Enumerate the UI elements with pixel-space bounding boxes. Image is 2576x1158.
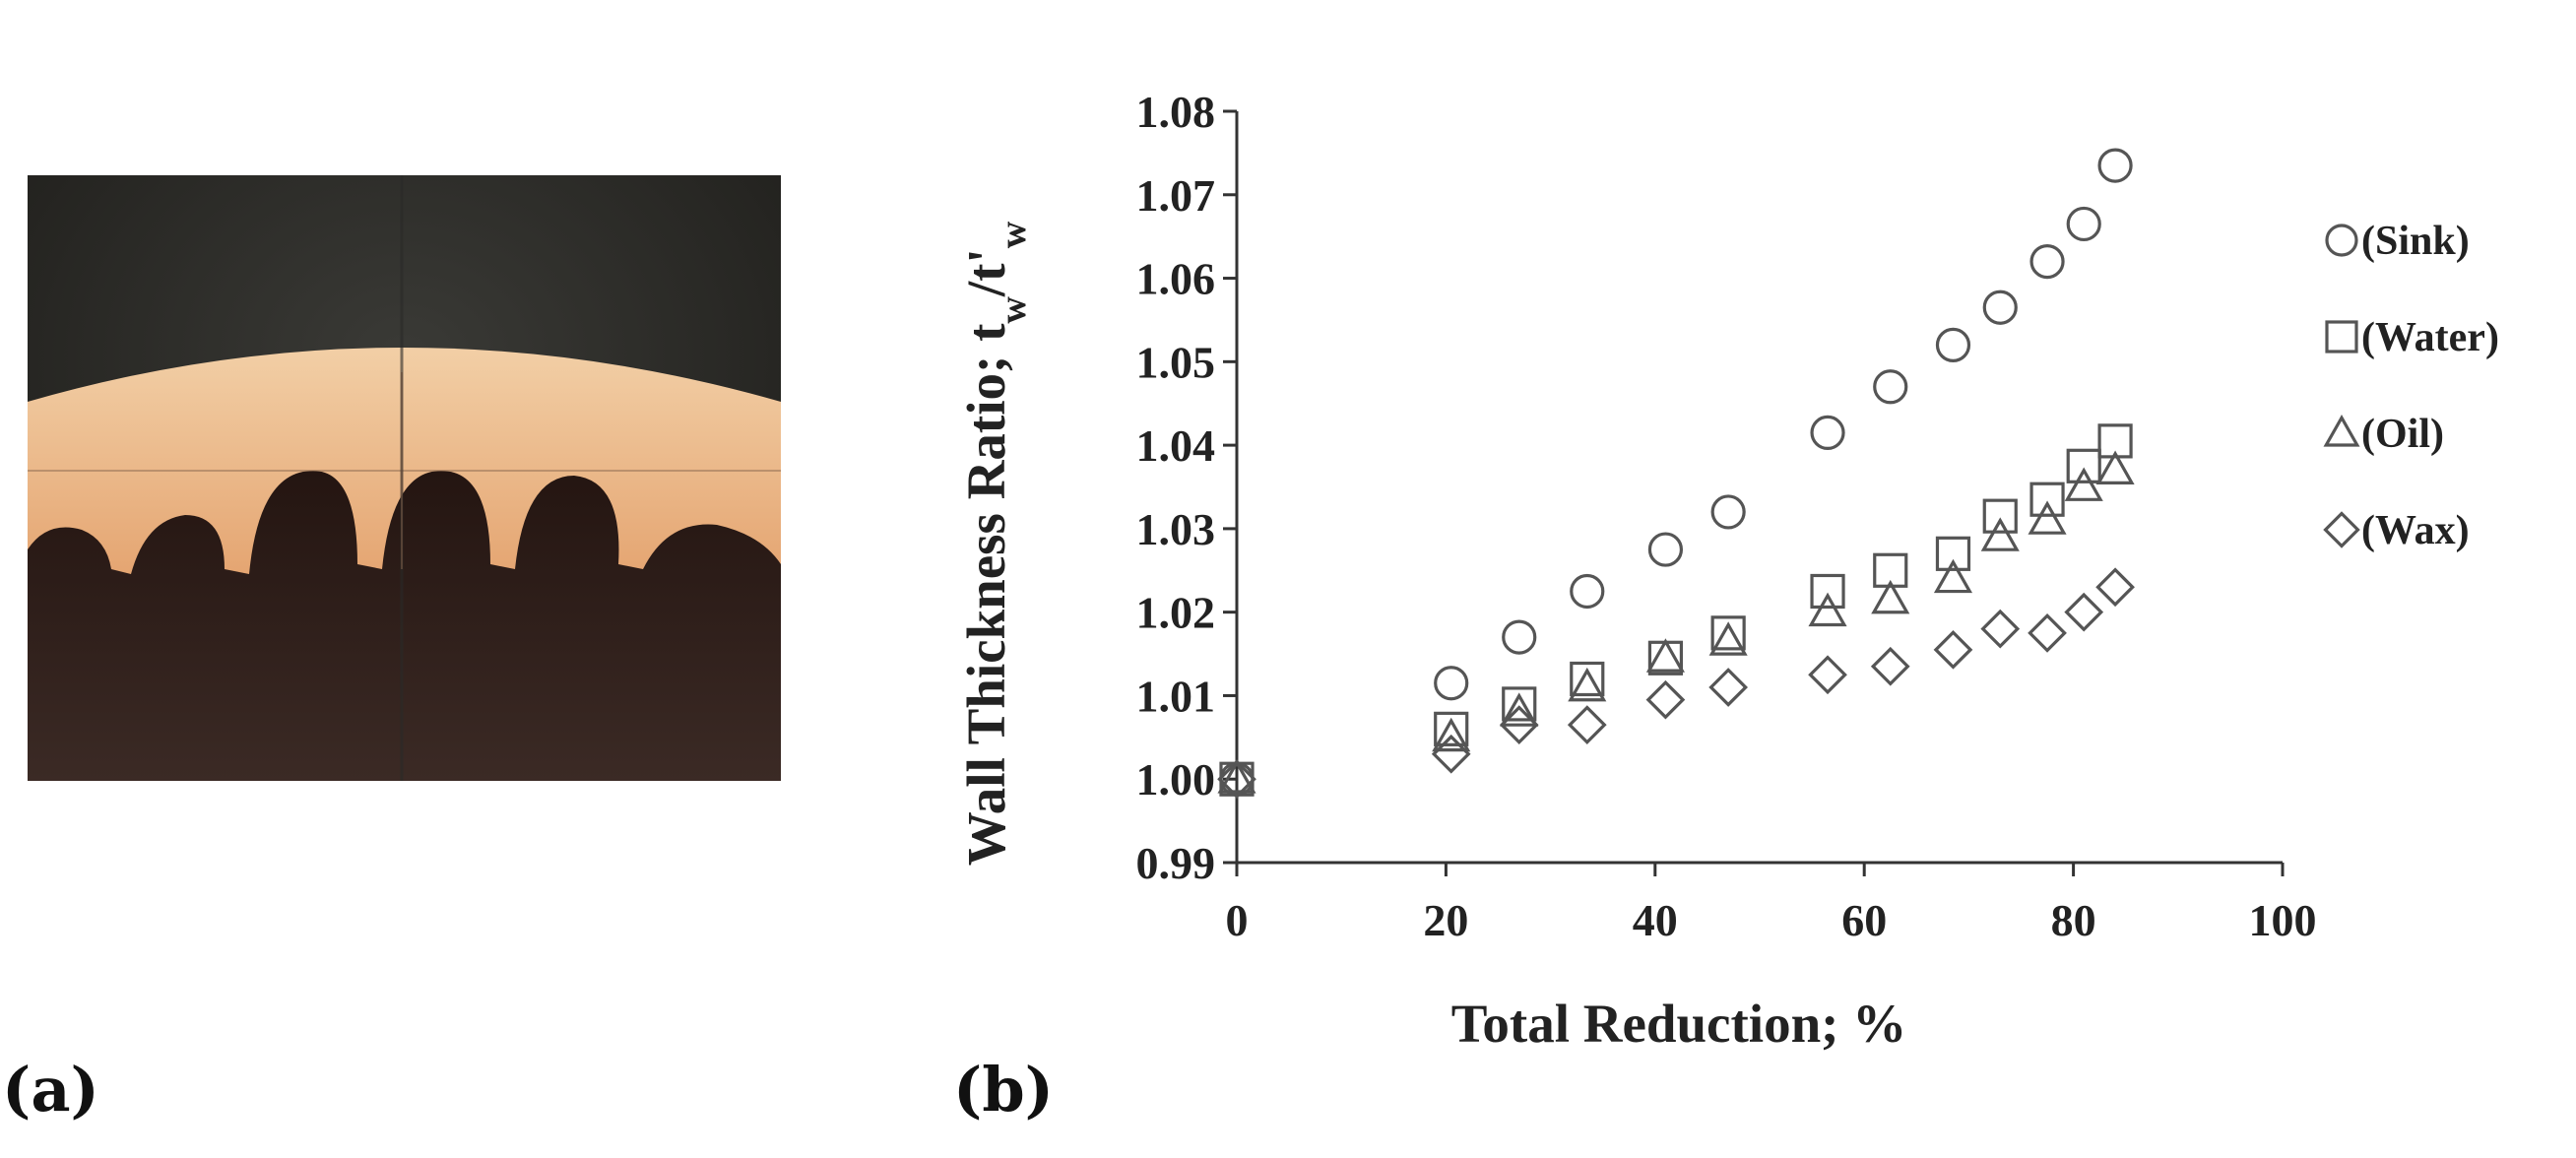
panel-b-label: (b): [953, 1054, 1055, 1126]
x-axis-title: Total Reduction; %: [1451, 994, 1906, 1054]
y-tick-label: 1.08: [1136, 87, 1216, 137]
legend-item-triangle: (Oil): [2323, 412, 2444, 457]
data-point-circle: [2097, 148, 2133, 183]
y-tick-label: 1.06: [1136, 254, 1216, 304]
chart-axes: [1235, 111, 2283, 865]
data-point-square: [1982, 498, 2018, 534]
x-tick-label: 100: [2249, 895, 2317, 945]
data-point-triangle: [1871, 579, 1910, 614]
data-point-circle: [1219, 761, 1255, 797]
x-tick-label: 20: [1423, 895, 1468, 945]
x-tick-label: 0: [1226, 895, 1249, 945]
data-point-square: [1810, 573, 1845, 610]
data-point-triangle: [1500, 692, 1539, 727]
data-point-diamond: [1431, 734, 1471, 774]
legend-item-diamond: (Wax): [2323, 508, 2470, 553]
y-axis-title-sep: /t': [956, 248, 1016, 297]
data-point-triangle: [1808, 592, 1847, 627]
data-point-diamond: [1645, 679, 1686, 720]
gear-micrograph-image: [28, 175, 781, 781]
data-point-triangle: [2028, 500, 2067, 535]
data-point-circle: [2066, 206, 2101, 242]
data-point-square: [1570, 661, 1605, 697]
y-tick-label: 1.00: [1136, 754, 1216, 804]
data-point-triangle: [1645, 638, 1685, 673]
data-point-triangle: [1933, 558, 1973, 594]
data-point-diamond: [2064, 592, 2104, 632]
y-tick-label: 1.01: [1136, 671, 1216, 721]
data-point-triangle: [1980, 517, 2020, 551]
y-tick-label: 1.03: [1136, 504, 1216, 554]
legend-item-circle: (Sink): [2325, 219, 2470, 264]
y-axis-title-main: Wall Thickness Ratio; t: [956, 323, 1016, 866]
series-diamond: [1217, 567, 2135, 800]
data-point-circle: [1873, 369, 1908, 405]
legend-label-triangle: (Oil): [2361, 412, 2444, 457]
series-square: [1219, 423, 2133, 797]
series-triangle: [1217, 450, 2135, 794]
data-point-square: [1647, 640, 1684, 676]
data-point-diamond: [1933, 629, 1973, 670]
data-point-circle: [1982, 290, 2018, 325]
chart-legend: (Sink) (Water) (Oil) (Wax): [2323, 219, 2499, 553]
data-point-square: [1710, 615, 1746, 651]
series-circle: [1219, 148, 2133, 797]
chart-ticks: 0.99 1.00 1.01 1.02 1.03 1.04 1.05 1.06 1.07 1.08…: [1136, 87, 2317, 945]
data-point-diamond: [1708, 668, 1749, 707]
y-axis-title-sub1: w: [993, 296, 1034, 324]
data-point-triangle: [2095, 450, 2135, 484]
y-tick-label: 0.99: [1136, 838, 1216, 888]
data-point-circle: [1434, 666, 1469, 701]
y-tick-label: 1.04: [1136, 420, 1216, 471]
legend-label-square: (Water): [2361, 315, 2499, 360]
data-point-diamond: [1980, 609, 2021, 649]
data-point-square: [1873, 552, 1908, 588]
data-point-circle: [1570, 573, 1605, 610]
data-point-diamond: [1808, 655, 1847, 695]
x-tick-label: 80: [2051, 895, 2096, 945]
y-tick-label: 1.05: [1136, 337, 1216, 387]
data-point-circle: [1810, 415, 1845, 450]
x-tick-label: 40: [1633, 895, 1678, 945]
y-axis-title-sub2: w: [993, 221, 1034, 248]
data-point-circle: [1710, 494, 1746, 530]
data-point-circle: [2029, 244, 2065, 280]
data-point-triangle: [1708, 621, 1748, 656]
data-point-diamond: [1870, 646, 1910, 686]
data-point-square: [2097, 423, 2133, 459]
legend-marker-circle: [2325, 224, 2358, 257]
legend-marker-triangle: [2323, 415, 2360, 447]
legend-label-diamond: (Wax): [2361, 508, 2470, 553]
data-point-triangle: [2064, 467, 2103, 501]
data-point-square: [1434, 711, 1469, 746]
chart-marks: [1217, 148, 2135, 800]
data-point-diamond: [1567, 705, 1607, 744]
data-point-circle: [1647, 532, 1684, 567]
data-point-square: [1935, 536, 1971, 571]
y-tick-label: 1.02: [1136, 588, 1216, 638]
legend-marker-diamond: [2323, 511, 2360, 548]
data-point-square: [1502, 686, 1537, 722]
legend-label-circle: (Sink): [2361, 219, 2470, 264]
legend-item-square: (Water): [2325, 315, 2499, 360]
y-axis-title: Wall Thickness Ratio; tw/t'w: [956, 221, 1034, 866]
data-point-square: [2066, 448, 2101, 483]
x-tick-label: 60: [1841, 895, 1887, 945]
panel-a-label: (a): [2, 1054, 99, 1126]
data-point-triangle: [1217, 759, 1256, 794]
data-point-triangle: [1432, 717, 1471, 752]
legend-marker-square: [2325, 320, 2358, 354]
data-point-circle: [1502, 619, 1537, 655]
data-point-square: [2029, 482, 2065, 517]
data-point-triangle: [1568, 667, 1607, 702]
data-point-diamond: [2028, 612, 2067, 653]
data-point-circle: [1935, 327, 1971, 362]
y-tick-label: 1.07: [1136, 170, 1216, 221]
data-point-diamond: [2095, 567, 2135, 608]
